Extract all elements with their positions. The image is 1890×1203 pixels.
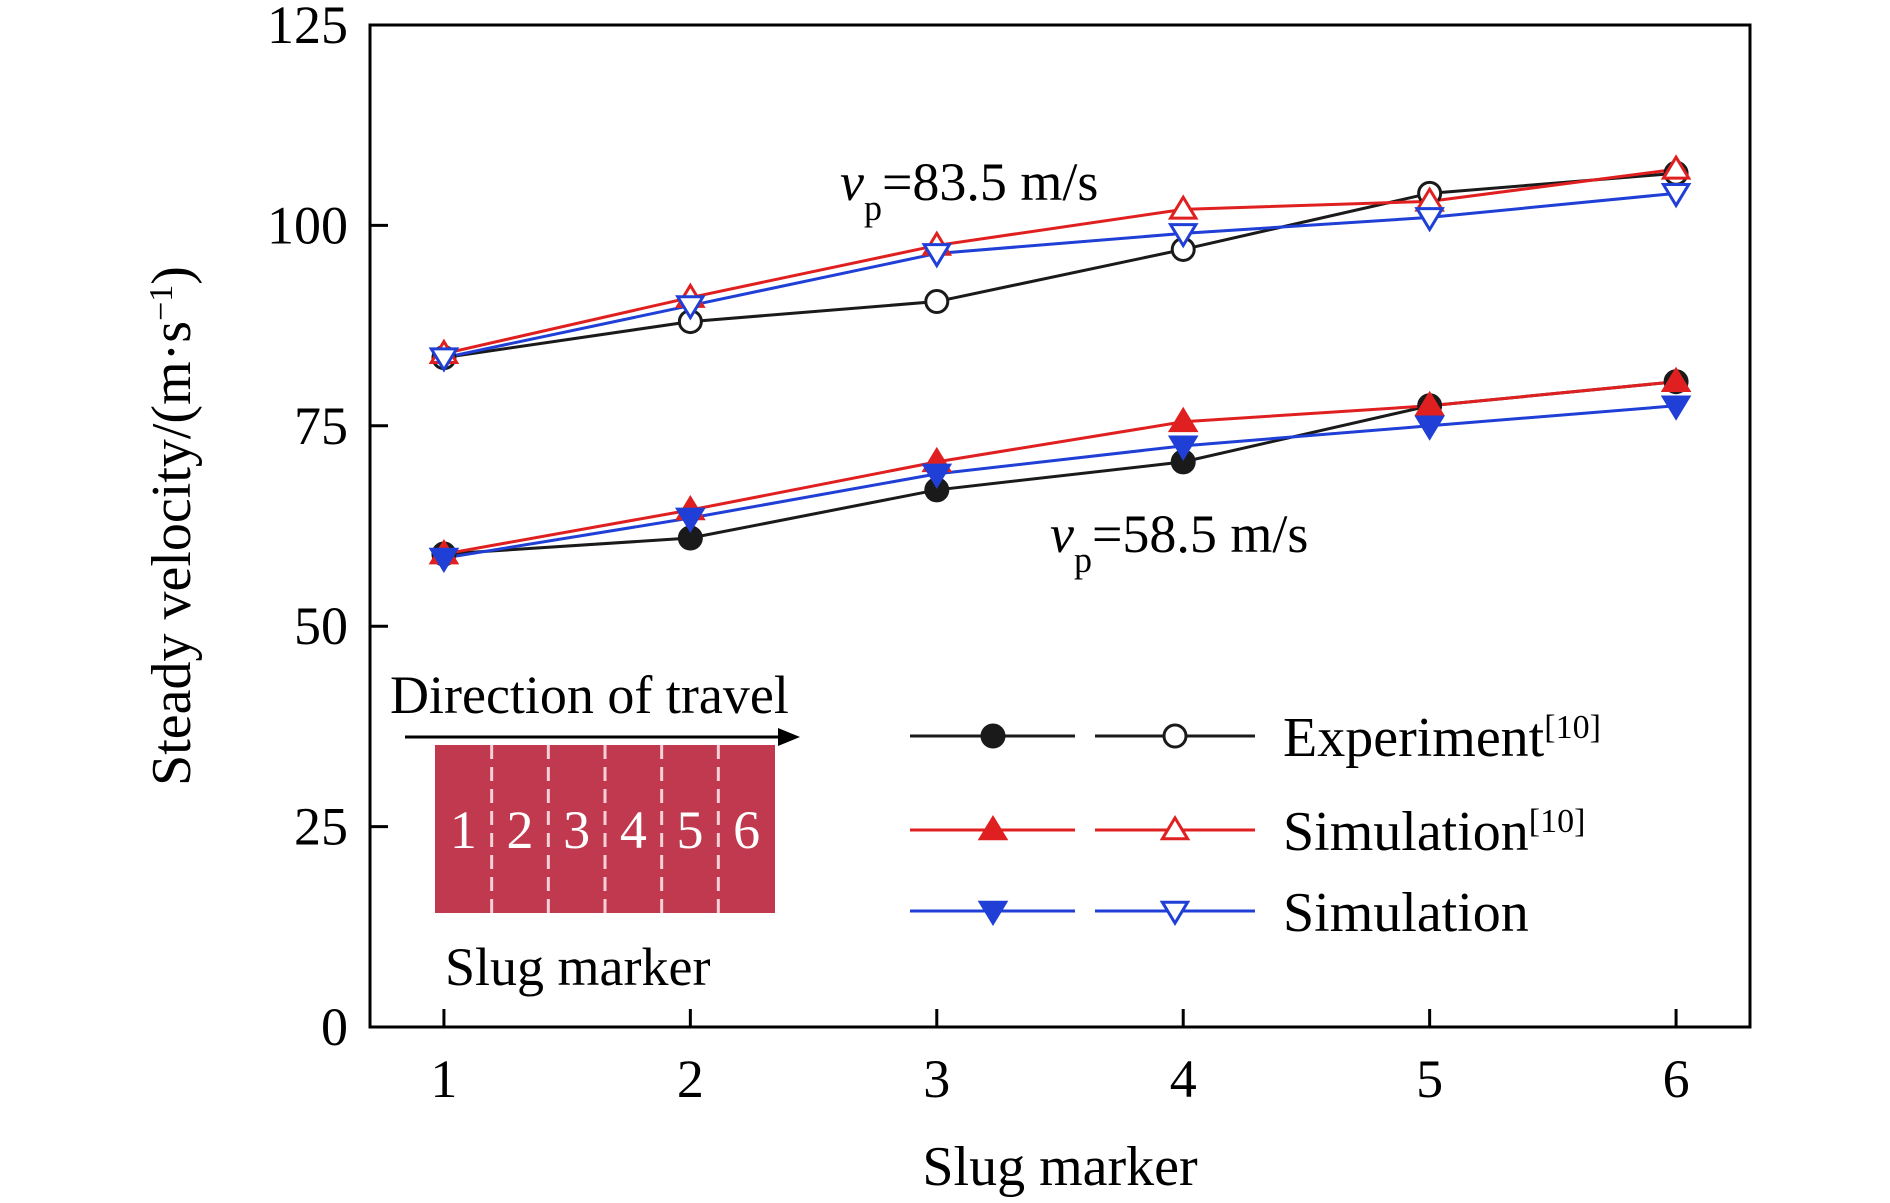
inset-segment-label: 3 <box>563 800 590 860</box>
series-line <box>443 380 1677 556</box>
plot-frame <box>368 23 1752 1029</box>
data-point <box>1660 366 1692 393</box>
y-tick-label: 50 <box>294 596 348 656</box>
data-point <box>428 547 460 574</box>
inset-title: Direction of travel <box>390 665 789 725</box>
series-layer <box>428 154 1692 574</box>
inset-segment-label: 5 <box>677 800 704 860</box>
series-line <box>443 167 1677 356</box>
legend-label: Experiment[10] <box>1283 707 1601 769</box>
data-point <box>921 243 953 269</box>
legend-marker <box>977 815 1009 841</box>
legend: Experiment[10] Simulation[10] Simulation <box>910 707 1601 944</box>
x-tick-label: 4 <box>1170 1049 1197 1109</box>
legend-marker <box>1159 900 1191 926</box>
x-tick-label: 1 <box>430 1049 457 1109</box>
inset-segment-label: 6 <box>733 800 760 860</box>
data-point <box>1660 154 1692 180</box>
x-tick-label: 5 <box>1416 1049 1443 1109</box>
inset-segment-label: 1 <box>450 800 477 860</box>
travel-arrow-head <box>778 728 800 746</box>
inset-segment-label: 2 <box>507 800 534 860</box>
legend-label: Simulation <box>1283 882 1529 944</box>
y-tick-label: 75 <box>294 396 348 456</box>
data-point <box>428 347 460 373</box>
data-point <box>924 289 950 315</box>
inset-segment-label: 4 <box>620 800 647 860</box>
legend-marker <box>980 723 1006 749</box>
data-point <box>1660 395 1692 421</box>
x-tick-label: 2 <box>677 1049 704 1109</box>
y-axis-title: Steady velocity/(m·s−1) <box>141 266 203 786</box>
inset-caption: Slug marker <box>445 937 710 997</box>
data-point <box>1167 223 1199 249</box>
legend-marker <box>977 900 1009 926</box>
x-tick-label: 3 <box>923 1049 950 1109</box>
annotation-vp-83: vp=83.5 m/s <box>840 152 1098 228</box>
legend-marker <box>1162 723 1188 749</box>
y-tick-label: 0 <box>321 997 348 1057</box>
legend-marker <box>1159 815 1191 841</box>
data-point <box>1167 406 1199 433</box>
data-point <box>1414 390 1445 417</box>
data-point <box>675 507 706 533</box>
x-tick-label: 6 <box>1663 1049 1690 1109</box>
data-point <box>1414 415 1445 441</box>
y-tick-label: 100 <box>267 195 348 255</box>
data-point <box>1660 183 1692 209</box>
y-axis: 0 25 50 75 100 125 <box>267 0 388 1057</box>
data-point <box>921 463 953 489</box>
legend-label: Simulation[10] <box>1283 801 1585 863</box>
data-point <box>1167 435 1199 461</box>
series-line <box>443 171 1677 360</box>
series-line <box>443 404 1677 560</box>
data-point <box>1167 194 1199 220</box>
y-tick-label: 25 <box>294 797 348 857</box>
data-point <box>675 295 706 321</box>
x-axis-title: Slug marker <box>922 1136 1198 1198</box>
series-line <box>443 191 1677 360</box>
x-axis: 1 2 3 4 5 6 <box>430 1009 1690 1109</box>
inset-dividers <box>490 745 720 913</box>
annotation-vp-58: vp=58.5 m/s <box>1050 504 1308 580</box>
data-point <box>1414 207 1445 233</box>
y-tick-label: 125 <box>267 0 348 55</box>
